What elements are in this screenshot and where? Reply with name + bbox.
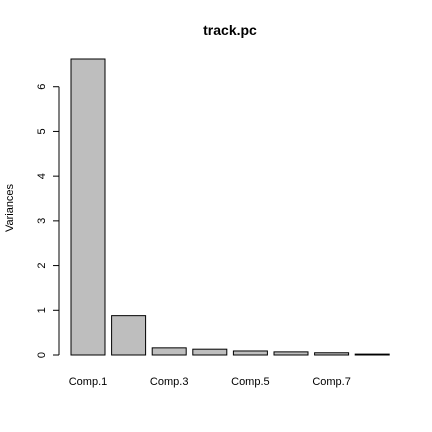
bar-comp-6 — [273, 351, 309, 356]
bar-comp-1 — [70, 58, 106, 356]
bars — [70, 58, 390, 356]
y-tick-label: 5 — [36, 128, 48, 134]
y-axis: 0 1 2 3 4 5 6 — [36, 84, 60, 358]
y-tick-label: 3 — [36, 218, 48, 224]
bar-comp-7 — [314, 352, 350, 356]
x-tick-label: Comp.7 — [312, 376, 351, 388]
x-tick-label: Comp.1 — [69, 376, 108, 388]
chart-title: track.pc — [203, 22, 257, 38]
y-tick-label: 1 — [36, 307, 48, 313]
y-axis-label: Variances — [4, 183, 16, 232]
y-tick-label: 2 — [36, 263, 48, 269]
bar-comp-2 — [111, 315, 147, 356]
x-tick-label: Comp.3 — [150, 376, 189, 388]
bar-comp-5 — [232, 350, 268, 356]
bar-comp-4 — [192, 348, 228, 356]
y-tick-label: 0 — [36, 352, 48, 358]
x-tick-label: Comp.5 — [231, 376, 270, 388]
bar-comp-8 — [354, 353, 390, 356]
bar-comp-3 — [151, 347, 187, 356]
y-tick-label: 6 — [36, 84, 48, 90]
x-axis-labels: Comp.1 Comp.3 Comp.5 Comp.7 — [69, 376, 351, 388]
y-tick-label: 4 — [36, 173, 48, 179]
